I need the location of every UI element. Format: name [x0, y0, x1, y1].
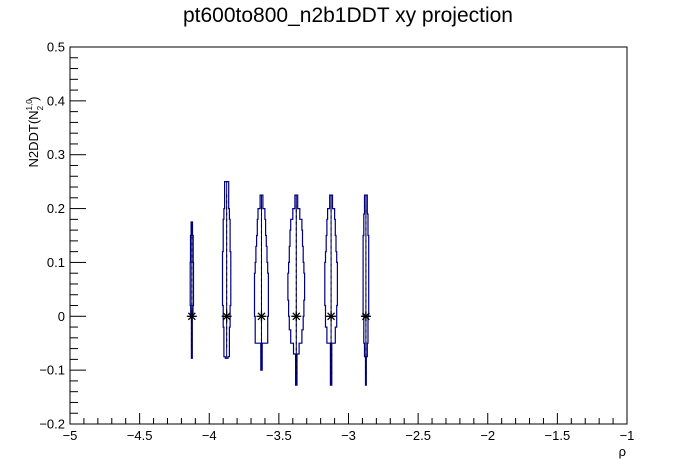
y-tick-label: 0.4 [47, 93, 65, 108]
chart-title: pt600to800_n2b1DDT xy projection [183, 4, 513, 27]
candle-mean-marker [291, 311, 302, 322]
candle [360, 194, 371, 386]
y-axis-label: N2DDT(N1,0 2) [25, 97, 45, 168]
candle-mean-marker [221, 311, 232, 322]
x-tick-label: −2.5 [405, 428, 431, 443]
candle-mean-marker [186, 311, 197, 322]
y-tick-label: 0.5 [47, 40, 65, 55]
marker-stroke [327, 312, 336, 321]
x-tick-label: −3 [341, 428, 356, 443]
x-tick-label: −4.5 [127, 428, 153, 443]
y-axis-label-base: N2DDT(N [26, 110, 41, 167]
y-axis: −0.2 −0.1 0 0.1 0.2 0.3 0.4 0.5 [39, 40, 86, 432]
x-tick-label: −3.5 [266, 428, 292, 443]
x-tick-label: −4 [202, 428, 217, 443]
x-tick-label: −1 [620, 428, 635, 443]
y-axis-label-sup: 1,0 [25, 99, 34, 111]
candle-violin [287, 194, 306, 386]
candle [324, 194, 338, 386]
x-tick-label: −2 [480, 428, 495, 443]
candle-mean-marker [360, 311, 371, 322]
plot-frame [69, 46, 628, 425]
candle [253, 194, 269, 371]
candle-violin [253, 194, 269, 371]
marker-stroke [187, 312, 196, 321]
y-tick-label: 0 [58, 309, 65, 324]
y-tick-label: 0.2 [47, 201, 65, 216]
marker-stroke [222, 312, 231, 321]
candle-mean-marker [256, 311, 267, 322]
y-tick-label: 0.3 [47, 147, 65, 162]
candle [287, 194, 306, 386]
y-tick-label: 0.1 [47, 255, 65, 270]
marker-stroke [292, 312, 301, 321]
candle [186, 221, 197, 359]
candle-series [186, 181, 371, 386]
y-axis-label-close: ) [26, 97, 41, 101]
y-tick-label: −0.1 [39, 363, 65, 378]
x-tick-label: −5 [63, 428, 78, 443]
candle-violin [189, 221, 195, 359]
x-tick-label: −1.5 [545, 428, 571, 443]
x-axis-label: ρ [619, 444, 626, 459]
candle-mean-marker [326, 311, 337, 322]
candle-violin [324, 194, 338, 386]
marker-stroke [361, 312, 370, 321]
candle [221, 181, 232, 359]
marker-stroke [257, 312, 266, 321]
x-axis: −5 −4.5 −4 −3.5 −3 −2.5 −2 −1.5 −1 [63, 413, 635, 443]
y-tick-label: −0.2 [39, 417, 65, 432]
y-axis-label-sub: 2 [36, 105, 45, 110]
candle-violin [362, 194, 370, 386]
candle-violin [221, 181, 232, 359]
